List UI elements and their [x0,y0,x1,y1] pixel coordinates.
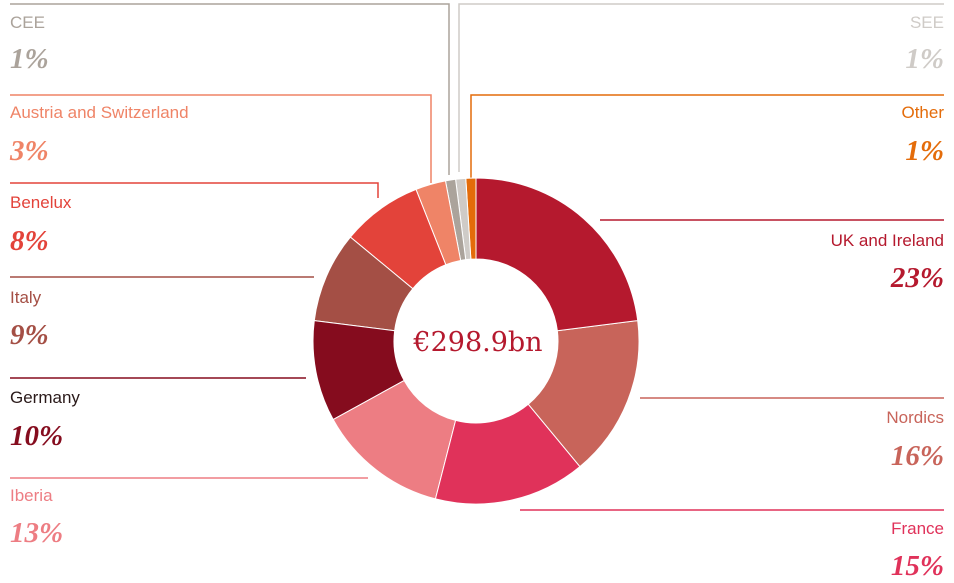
segment-value: 1% [905,43,944,75]
segment-value: 1% [905,135,944,167]
segment-name: Benelux [10,193,72,212]
segment-value: 16% [891,440,944,472]
segment-value: 8% [10,225,49,257]
leader-line [470,94,944,180]
donut-segment [527,320,640,468]
donut-segment [415,180,462,266]
center-label: €298.9bn [412,327,542,358]
leader-line [10,182,379,198]
donut-segment [475,177,639,332]
segment-name: Iberia [10,486,53,505]
segment-value: 1% [10,43,49,75]
segment-value: 13% [10,517,63,549]
segment-value: 9% [10,319,49,351]
donut-segment [332,379,457,500]
segment-name: Other [901,103,944,122]
segment-name: Germany [10,388,80,407]
segment-name: Nordics [886,408,944,427]
leader-line [10,94,432,183]
segment-value: 10% [10,420,63,452]
segment-name: France [891,519,944,538]
segment-name: UK and Ireland [831,231,944,250]
donut-segment [313,236,414,332]
segment-name: Italy [10,288,42,307]
segment-name: CEE [10,13,45,32]
segment-value: 23% [890,262,944,294]
donut-segment [434,403,581,505]
segment-name: Austria and Switzerland [10,103,189,122]
leader-line [10,3,450,175]
segment-name: SEE [910,13,944,32]
leader-line [458,3,944,172]
donut-segment [349,188,447,290]
donut-segment [312,320,405,421]
segment-value: 3% [9,135,49,167]
segment-value: 15% [891,550,944,582]
